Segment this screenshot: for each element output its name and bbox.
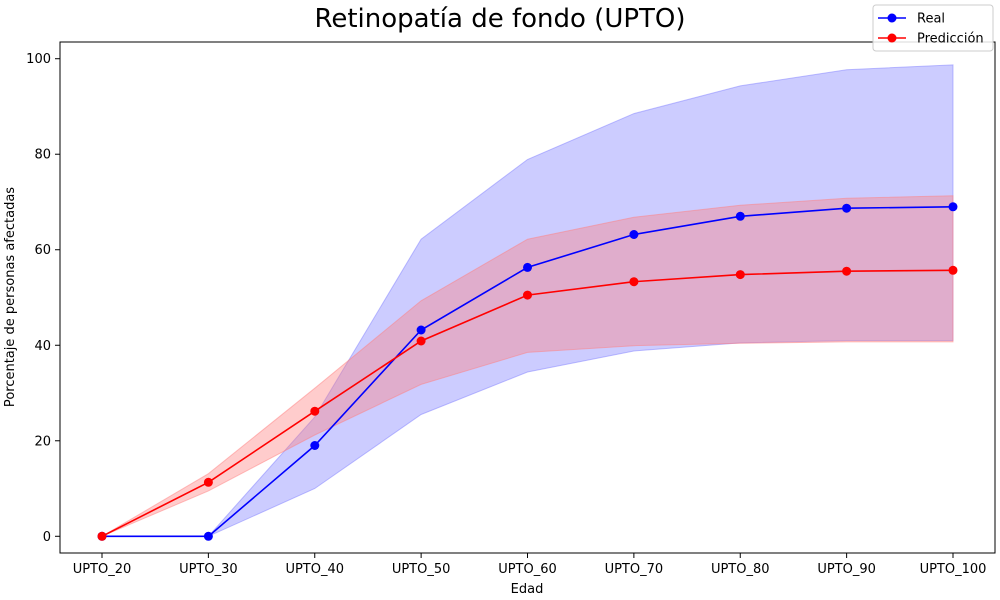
- point-real: [523, 262, 532, 272]
- chart-title: Retinopatía de fondo (UPTO): [314, 4, 685, 34]
- point-real: [842, 203, 852, 213]
- point-real: [948, 202, 958, 212]
- point-real: [735, 211, 745, 221]
- y-tick-label: 40: [34, 339, 51, 354]
- point-predicci-n: [97, 531, 107, 541]
- point-real: [310, 441, 320, 450]
- y-tick-label: 20: [34, 434, 51, 449]
- x-tick-label: UPTO_100: [920, 562, 987, 577]
- confidence-bands: [101, 64, 954, 537]
- legend-label-predicci-n: Predicción: [917, 32, 984, 47]
- x-tick-label: UPTO_60: [498, 562, 557, 577]
- x-tick-label: UPTO_50: [392, 562, 451, 577]
- point-real: [629, 230, 639, 239]
- point-real: [203, 531, 213, 541]
- y-axis: 0 20 40 60 80 100: [26, 52, 60, 545]
- point-predicci-n: [416, 336, 426, 346]
- x-tick-label: UPTO_40: [285, 562, 344, 577]
- legend: Real Predicción: [872, 4, 994, 52]
- legend-label-real: Real: [917, 12, 945, 27]
- point-predicci-n: [948, 265, 958, 275]
- point-predicci-n: [523, 290, 532, 300]
- x-tick-label: UPTO_80: [711, 562, 770, 577]
- x-tick-label: UPTO_70: [605, 562, 664, 577]
- point-predicci-n: [310, 406, 320, 416]
- point-real: [416, 325, 426, 335]
- point-predicci-n: [842, 266, 852, 276]
- point-predicci-n: [203, 477, 213, 487]
- y-tick-label: 80: [34, 148, 51, 163]
- point-predicci-n: [629, 277, 639, 287]
- x-axis-label: Edad: [511, 582, 544, 597]
- y-tick-label: 100: [26, 52, 51, 67]
- series-points: [97, 202, 958, 541]
- y-tick-label: 60: [34, 243, 51, 258]
- x-tick-label: UPTO_90: [817, 562, 876, 577]
- x-tick-label: UPTO_30: [179, 562, 238, 577]
- y-axis-label: Porcentaje de personas afectadas: [3, 187, 18, 407]
- legend-box: [872, 4, 994, 52]
- x-tick-label: UPTO_20: [73, 562, 132, 577]
- legend-marker-real: [887, 13, 897, 23]
- point-predicci-n: [735, 270, 745, 280]
- legend-marker-predicci-n: [887, 33, 897, 43]
- x-axis: UPTO_20 UPTO_30 UPTO_40 UPTO_50 UPTO_60 UPTO_…: [73, 553, 987, 577]
- y-tick-label: 0: [43, 530, 51, 545]
